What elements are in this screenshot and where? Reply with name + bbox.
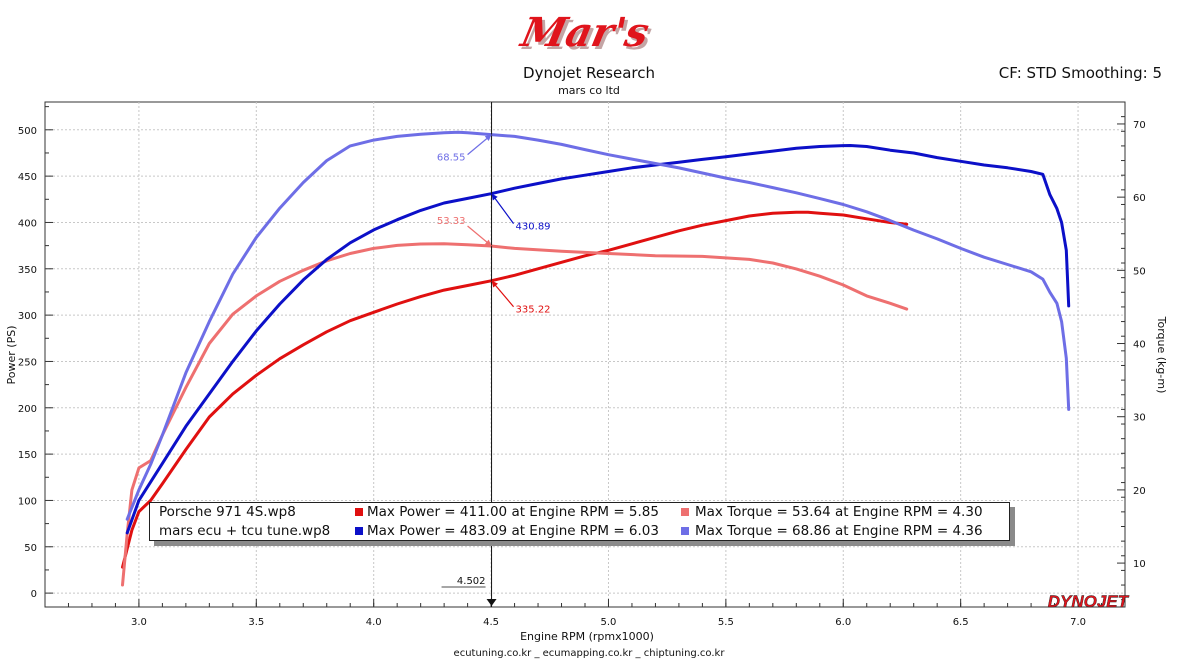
dynojet-brand: DYNOJET — [1048, 592, 1130, 611]
y-tick-label: 200 — [18, 404, 37, 415]
legend-max-torque: Max Torque = 53.64 at Engine RPM = 4.30 — [695, 504, 983, 520]
legend-swatch-torque — [681, 527, 689, 535]
x-tick-label: 6.5 — [953, 617, 969, 628]
logo: Mar's Mar's — [515, 8, 656, 58]
y2-tick-label: 50 — [1133, 266, 1146, 277]
y2-axis-label: Torque (kg-m) — [1155, 316, 1168, 394]
correction-factor: CF: STD Smoothing: 5 — [998, 64, 1162, 82]
svg-text:Mar's: Mar's — [515, 8, 653, 55]
readout-value-label: 335.22 — [516, 305, 551, 316]
readout-value-label: 53.33 — [437, 216, 466, 227]
porsche-971-4s-wp8-torque-line — [121, 242, 909, 587]
y2-tick-label: 20 — [1133, 486, 1146, 497]
x-tick-label: 4.0 — [366, 617, 382, 628]
y-tick-label: 250 — [18, 357, 37, 368]
x-tick-label: 7.0 — [1070, 617, 1086, 628]
axis-ticks: 3.0 3.5 4.0 4.5 5.0 5.5 6.0 6.5 7.0 0 50 100 150 200 2… — [18, 106, 1146, 628]
x-tick-label: 3.5 — [248, 617, 264, 628]
y2-tick-label: 10 — [1133, 559, 1146, 570]
x-tick-label: 4.5 — [483, 617, 499, 628]
legend-max-torque: Max Torque = 68.86 at Engine RPM = 4.36 — [695, 523, 983, 539]
cursor-value-label: 4.502 — [457, 576, 486, 587]
series-layer — [121, 130, 1071, 587]
readout-arrowhead — [491, 280, 498, 288]
y2-tick-label: 70 — [1133, 120, 1146, 131]
legend-file-name: mars ecu + tcu tune.wp8 — [159, 523, 331, 539]
legend-swatch-power — [355, 527, 363, 535]
legend-swatch-torque — [681, 508, 689, 516]
chart-subtitle: mars co ltd — [558, 84, 620, 97]
legend: Porsche 971 4S.wp8 Max Power = 411.00 at… — [149, 502, 1010, 541]
x-tick-label: 5.0 — [601, 617, 617, 628]
x-tick-label: 6.0 — [835, 617, 851, 628]
y-tick-label: 150 — [18, 450, 37, 461]
x-tick-label: 5.5 — [718, 617, 734, 628]
y-tick-label: 0 — [31, 589, 37, 600]
y-tick-label: 300 — [18, 311, 37, 322]
y-tick-label: 500 — [18, 126, 37, 137]
y2-tick-label: 40 — [1133, 340, 1146, 351]
legend-swatch-power — [355, 508, 363, 516]
mars-ecu-tcu-tune-wp8-torque-line — [125, 130, 1071, 521]
legend-max-power: Max Power = 483.09 at Engine RPM = 6.03 — [367, 523, 659, 539]
x-axis-label: Engine RPM (rpmx1000) — [520, 630, 654, 643]
y-tick-label: 350 — [18, 265, 37, 276]
y-tick-label: 50 — [24, 543, 37, 554]
chart-title: Dynojet Research — [523, 64, 655, 82]
x-tick-label: 3.0 — [131, 617, 147, 628]
readout-value-label: 68.55 — [437, 153, 466, 164]
cursor-marker — [486, 599, 497, 606]
y-tick-label: 450 — [18, 172, 37, 183]
legend-file-name: Porsche 971 4S.wp8 — [159, 504, 296, 520]
readout-arrowhead — [484, 134, 492, 141]
readout-value-label: 430.89 — [516, 222, 551, 233]
porsche-971-4s-wp8-power-line — [121, 210, 909, 569]
readout-arrowhead — [491, 193, 498, 201]
y2-tick-label: 30 — [1133, 413, 1146, 424]
legend-max-power: Max Power = 411.00 at Engine RPM = 5.85 — [367, 504, 659, 520]
svg-text:Mar's: Mar's — [518, 11, 656, 58]
footer-links: ecutuning.co.kr _ ecumapping.co.kr _ chi… — [453, 648, 725, 659]
y-tick-label: 400 — [18, 218, 37, 229]
y-tick-label: 100 — [18, 496, 37, 507]
readout-arrowhead — [484, 239, 492, 247]
y-axis-label: Power (PS) — [5, 326, 18, 385]
y2-tick-label: 60 — [1133, 193, 1146, 204]
